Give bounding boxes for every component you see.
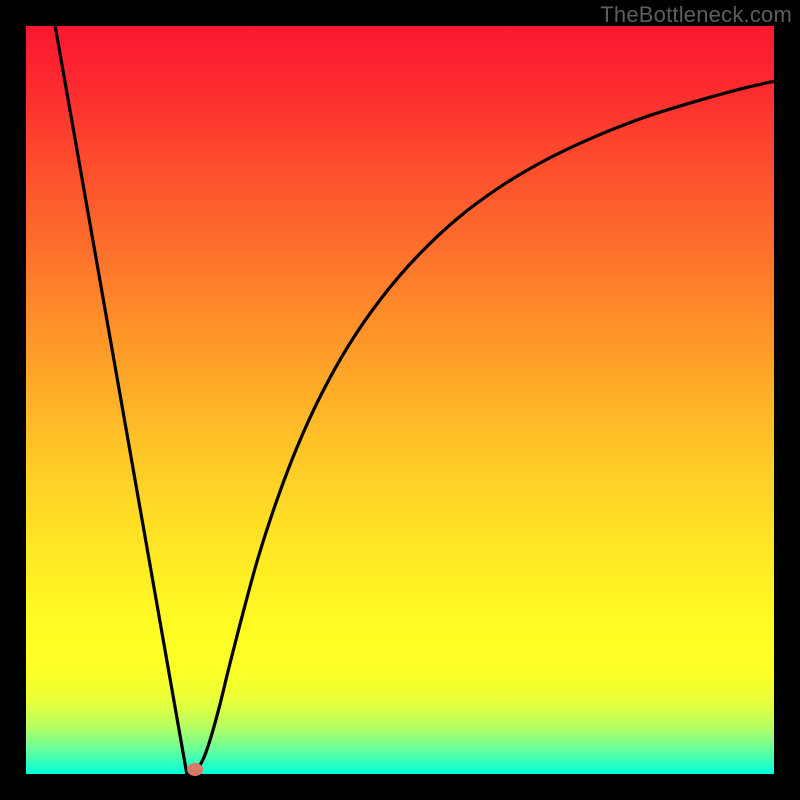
plot-area	[26, 26, 774, 774]
chart-frame: TheBottleneck.com	[0, 0, 800, 800]
minimum-marker	[187, 763, 203, 776]
watermark-text: TheBottleneck.com	[600, 2, 792, 28]
bottleneck-chart	[0, 0, 800, 800]
